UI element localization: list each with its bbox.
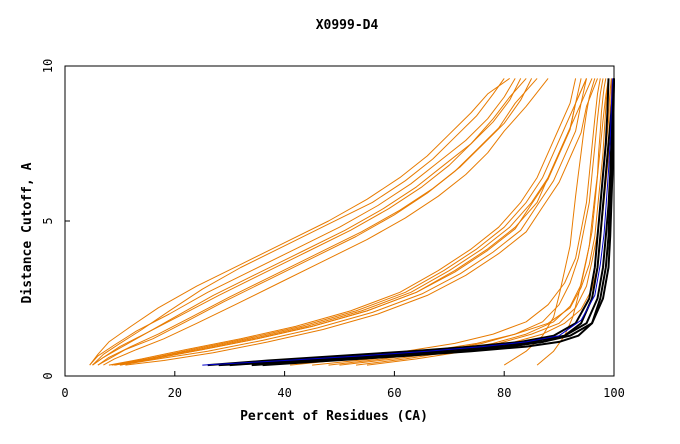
- series-line-group-c-5: [290, 78, 601, 366]
- series-line-black-5: [262, 78, 615, 367]
- plot-lines: [89, 77, 615, 367]
- series-line-group-c-7: [503, 78, 596, 366]
- y-axis-label: Distance Cutoff, A: [20, 162, 35, 303]
- series-line-group-a-5: [103, 78, 549, 366]
- series-line-group-b-6: [111, 78, 582, 366]
- x-tick-label: 40: [277, 386, 291, 400]
- series-line-group-a-1: [92, 78, 527, 366]
- x-tick-label: 60: [387, 386, 401, 400]
- x-axis-label: Percent of Residues (CA): [240, 409, 428, 424]
- x-tick-label: 0: [61, 386, 68, 400]
- series-line-group-a-6: [97, 78, 533, 366]
- axis-ticks: 0 20 40 60 80 100 0 5 10: [41, 59, 625, 400]
- chart-title: X0999-D4: [316, 18, 379, 33]
- series-line-group-a-4: [92, 78, 505, 366]
- y-tick-label: 5: [41, 217, 55, 224]
- series-line-group-b-7: [119, 78, 587, 366]
- series-line-group-b-5: [125, 78, 598, 366]
- plot-frame: [64, 65, 615, 377]
- y-tick-label: 10: [41, 59, 55, 73]
- x-tick-label: 100: [603, 386, 625, 400]
- series-line-group-a-8: [89, 77, 510, 366]
- series-line-group-a-7: [92, 78, 522, 366]
- series-line-group-c-6: [366, 78, 613, 366]
- series-line-blue-1: [202, 78, 613, 366]
- series-line-group-a-3: [97, 78, 538, 366]
- series-line-black-2: [229, 78, 615, 367]
- y-tick-label: 0: [41, 372, 55, 379]
- series-line-black-1: [207, 78, 610, 367]
- series-line-black-4: [218, 78, 615, 367]
- series-line-group-b-3: [119, 78, 593, 366]
- series-line-group-a-2: [89, 78, 516, 366]
- x-tick-label: 80: [497, 386, 511, 400]
- series-line-group-b-1: [108, 78, 577, 366]
- series-line-group-c-3: [312, 78, 609, 366]
- x-tick-label: 20: [168, 386, 182, 400]
